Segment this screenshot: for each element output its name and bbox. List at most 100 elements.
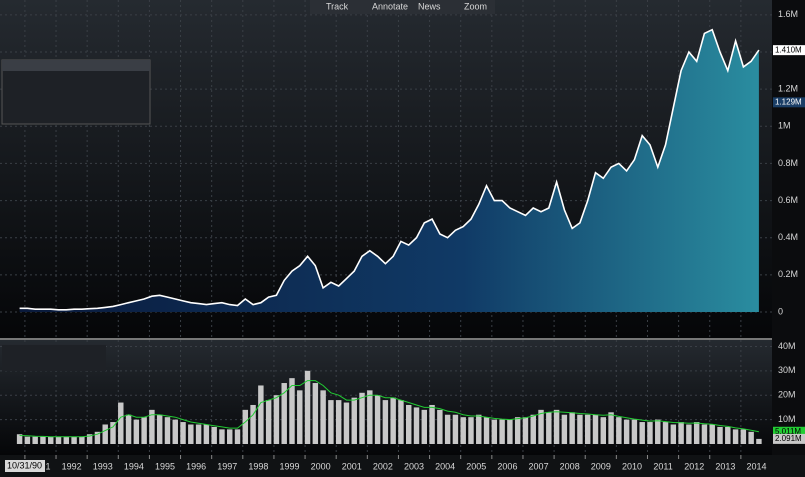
volume-bar <box>530 414 536 444</box>
volume-bar <box>118 402 124 444</box>
volume-bar <box>514 417 521 444</box>
volume-legend <box>2 345 106 371</box>
y-tick-label: 0.4M <box>778 232 798 242</box>
volume-bar <box>242 409 249 444</box>
volume-bar <box>569 412 575 444</box>
volume-bar <box>359 392 365 444</box>
volume-bar <box>149 409 155 444</box>
volume-bar <box>48 436 54 444</box>
volume-bar <box>172 419 178 444</box>
volume-bar <box>367 390 373 444</box>
x-tick-label: 2013 <box>715 461 735 471</box>
volume-bar <box>507 419 513 444</box>
volume-bar <box>16 434 23 444</box>
volume-bar <box>756 438 762 444</box>
volume-bar <box>732 429 739 444</box>
volume-bar <box>639 422 645 444</box>
volume-bar <box>374 395 381 444</box>
x-tick-label: 2005 <box>466 461 486 471</box>
price-area <box>19 29 759 312</box>
volume-bar <box>678 422 684 444</box>
y-tick-label: 20M <box>778 390 796 400</box>
x-tick-label: 2004 <box>435 461 455 471</box>
volume-bar <box>413 407 420 444</box>
volume-bar <box>265 400 272 444</box>
volume-bar <box>561 414 568 444</box>
volume-bar <box>468 417 474 444</box>
toolbar-button[interactable]: News <box>418 1 441 11</box>
y-tick-label: 1M <box>778 121 791 131</box>
volume-bar <box>483 417 490 444</box>
volume-bar <box>429 404 435 444</box>
y-tick-label: 10M <box>778 414 796 424</box>
volume-bar <box>398 400 404 444</box>
volume-bar <box>600 417 607 444</box>
volume-bar <box>670 424 677 444</box>
volume-bar <box>577 414 583 444</box>
toolbar-button[interactable]: Zoom <box>464 1 487 11</box>
toolbar-button[interactable]: Track <box>326 1 349 11</box>
y-tick-label: 1.2M <box>778 84 798 94</box>
volume-bar <box>297 390 303 444</box>
volume-bar <box>24 436 31 444</box>
volume-bar <box>538 409 544 444</box>
volume-bar <box>701 424 708 444</box>
x-tick-label: 1998 <box>248 461 268 471</box>
y-tick-label: 0.2M <box>778 269 798 279</box>
volume-bar <box>55 436 62 444</box>
price-marker-label: 2.091M <box>775 434 802 443</box>
volume-bar <box>725 426 731 444</box>
toolbar-button[interactable]: Annotate <box>372 1 408 11</box>
volume-bar <box>258 385 264 444</box>
volume-bar <box>608 412 614 444</box>
x-tick-label: 2001 <box>342 461 362 471</box>
volume-bar <box>382 400 389 444</box>
price-line <box>19 28 760 311</box>
legend-header <box>2 60 150 71</box>
range-start-box <box>5 460 45 472</box>
volume-bar <box>717 426 723 444</box>
x-tick-label: 1999 <box>280 461 300 471</box>
volume-bar <box>40 436 46 444</box>
price-marker-label: 5.011M <box>775 427 801 436</box>
volume-bar <box>180 422 186 444</box>
volume-bar <box>452 414 459 444</box>
volume-bar <box>623 419 630 444</box>
volume-bar <box>250 404 256 444</box>
volume-bar <box>328 400 334 444</box>
volume-bar <box>662 422 669 444</box>
volume-bar <box>437 409 443 444</box>
x-tick-label: 1997 <box>217 461 237 471</box>
x-tick-label: 2014 <box>746 461 766 471</box>
x-tick-label: 2008 <box>560 461 580 471</box>
volume-bar <box>211 426 217 444</box>
volume-bar <box>686 424 692 444</box>
y-axis-strip <box>772 0 805 455</box>
y-tick-label: 1.6M <box>778 9 798 19</box>
volume-bar <box>203 424 210 444</box>
volume-bar <box>553 409 560 444</box>
panel-divider <box>0 338 805 340</box>
volume-bar <box>234 429 241 444</box>
volume-bar <box>499 419 505 444</box>
y-tick-label: 0.6M <box>778 195 798 205</box>
x-tick-label: 2012 <box>684 461 704 471</box>
volume-bar <box>351 397 357 444</box>
volume-bar <box>343 402 350 444</box>
volume-bar <box>304 370 311 444</box>
x-tick-label: 2010 <box>622 461 642 471</box>
volume-bar <box>289 378 295 444</box>
volume-bar <box>133 419 140 444</box>
smavg-line <box>19 380 759 438</box>
toolbar <box>310 0 495 14</box>
x-tick-label: 1994 <box>124 461 144 471</box>
volume-bar <box>631 419 638 444</box>
price-marker <box>773 433 805 444</box>
volume-bar <box>406 404 412 444</box>
x-tick-label: 2000 <box>311 461 331 471</box>
volume-bar <box>312 383 319 444</box>
x-tick-label: 2003 <box>404 461 424 471</box>
volume-bar <box>335 400 342 444</box>
volume-bar <box>647 422 653 444</box>
